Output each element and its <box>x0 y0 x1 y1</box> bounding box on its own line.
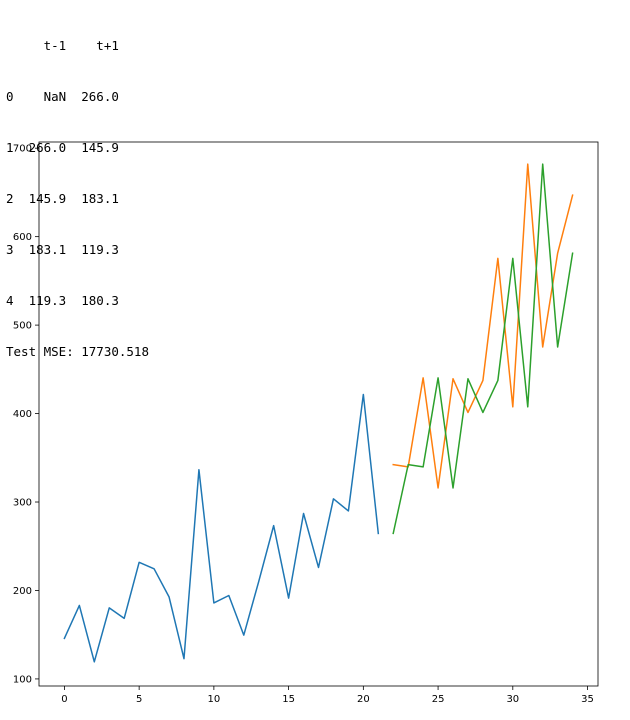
mse-output: Test MSE: 17730.518 <box>6 344 149 359</box>
table-row: 0 NaN 266.0 <box>6 89 119 104</box>
y-tick-label: 500 <box>13 321 32 332</box>
x-tick-label: 30 <box>506 694 519 705</box>
table-row: 3 183.1 119.3 <box>6 242 119 257</box>
y-tick-label: 200 <box>13 586 32 597</box>
x-tick-label: 10 <box>208 694 221 705</box>
x-tick-label: 25 <box>432 694 445 705</box>
x-tick-label: 5 <box>136 694 142 705</box>
y-tick-label: 100 <box>13 674 32 685</box>
x-tick-label: 35 <box>581 694 594 705</box>
y-tick-label: 300 <box>13 498 32 509</box>
table-row: 2 145.9 183.1 <box>6 191 119 206</box>
x-tick-label: 15 <box>282 694 295 705</box>
table-header: t-1 t+1 <box>6 38 119 53</box>
y-tick-label: 700 <box>13 144 32 155</box>
table-row: 1 266.0 145.9 <box>6 140 119 155</box>
y-tick-label: 600 <box>13 232 32 243</box>
x-tick-label: 20 <box>357 694 370 705</box>
table-row: 4 119.3 180.3 <box>6 293 119 308</box>
plot-frame <box>38 141 599 687</box>
y-tick-label: 400 <box>13 409 32 420</box>
series-line-3 <box>392 163 574 535</box>
x-tick-label: 0 <box>61 694 67 705</box>
console-output: t-1 t+1 0 NaN 266.0 1 266.0 145.9 2 145.… <box>6 3 149 377</box>
series-line-2 <box>392 163 574 489</box>
series-line-1 <box>63 393 380 663</box>
